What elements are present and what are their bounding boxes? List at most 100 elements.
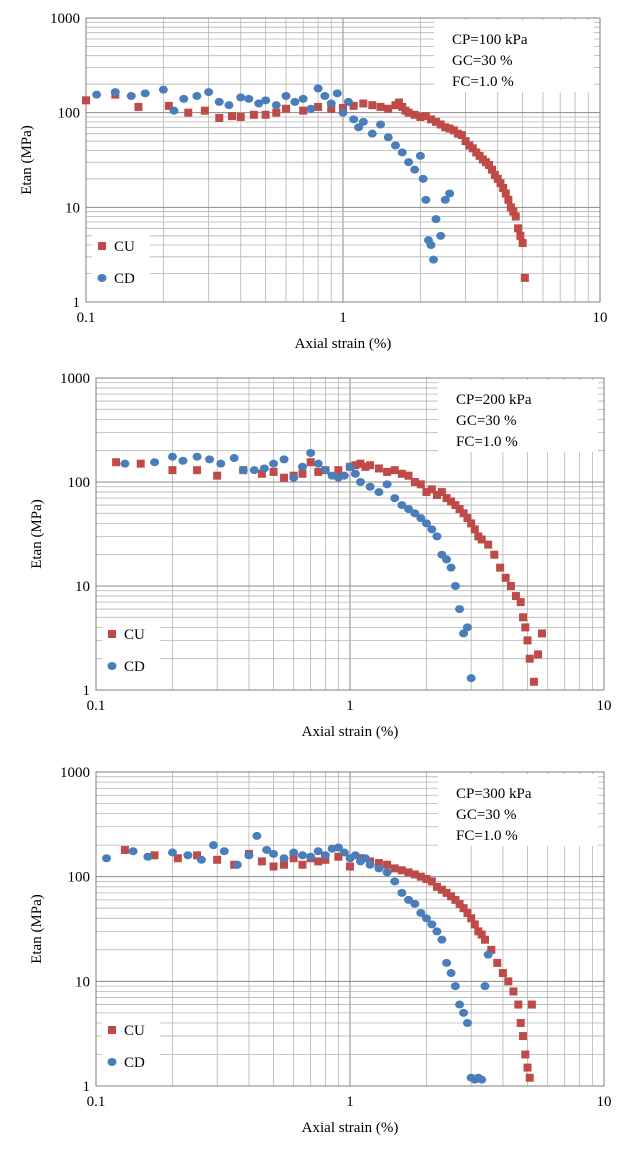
legend-marker-cu [108, 1026, 116, 1034]
y-tick-label: 100 [68, 475, 91, 491]
y-tick-label: 10 [75, 974, 90, 990]
data-point-cu [501, 189, 510, 198]
data-point-cu [374, 464, 383, 473]
data-point-cu [432, 490, 441, 499]
data-point-cd [404, 895, 414, 904]
data-point-cu [193, 851, 202, 860]
data-point-cd [224, 101, 234, 110]
data-point-cu [485, 161, 494, 170]
data-point-cu [496, 179, 505, 188]
data-point-cd [383, 133, 393, 142]
data-point-cu [168, 466, 177, 475]
data-point-cd [236, 93, 246, 102]
data-point-cd [333, 843, 343, 852]
legend-label-cd: CD [124, 1055, 145, 1071]
data-point-cd [477, 1075, 487, 1084]
x-tick-label: 0.1 [87, 1094, 106, 1110]
data-point-cd [320, 91, 330, 100]
data-point-cu [193, 466, 202, 475]
data-point-cu [499, 184, 508, 193]
data-point-cu [493, 958, 502, 967]
annotation-line: CP=200 kPa [456, 392, 532, 408]
data-point-cu [519, 1032, 528, 1041]
legend-marker-cd [97, 274, 107, 282]
data-point-cu [437, 885, 446, 894]
y-tick-label: 1000 [60, 765, 90, 781]
data-point-cd [415, 151, 425, 160]
data-point-cu [463, 514, 472, 523]
legend: CU CD [102, 618, 160, 680]
data-point-cu [173, 854, 182, 863]
data-point-cd [404, 505, 414, 514]
data-point-cd [205, 455, 215, 464]
data-point-cd [431, 215, 441, 224]
data-point-cd [306, 449, 316, 458]
x-tick-label: 10 [597, 698, 612, 714]
data-point-cd [354, 123, 364, 132]
data-point-cd [350, 851, 360, 860]
data-point-cu [484, 540, 493, 549]
data-point-cd [442, 958, 452, 967]
data-point-cd [382, 480, 392, 489]
x-tick-label: 1 [346, 698, 354, 714]
data-point-cd [376, 120, 386, 129]
data-point-cd [480, 982, 490, 991]
data-point-cu [200, 106, 209, 115]
data-point-cd [167, 452, 177, 461]
x-tick-label: 0.1 [87, 698, 106, 714]
data-point-cd [397, 501, 407, 510]
data-point-cu [272, 108, 281, 117]
data-point-cu [459, 904, 468, 913]
y-tick-label: 1000 [60, 371, 90, 387]
data-point-cu [390, 864, 399, 873]
data-point-cu [269, 467, 278, 476]
data-point-cd [450, 582, 460, 590]
data-point-cu [228, 112, 237, 121]
data-point-cd [320, 851, 330, 860]
data-point-cu [289, 854, 298, 863]
data-point-cd [440, 195, 450, 204]
data-point-cd [140, 89, 150, 98]
annotation-box [438, 380, 598, 452]
data-point-cd [421, 195, 431, 204]
data-point-cd [238, 466, 248, 475]
data-point-cu [527, 1000, 536, 1009]
data-point-cu [490, 550, 499, 559]
data-point-cd [349, 115, 359, 124]
data-point-cu [261, 110, 270, 119]
data-point-cd [410, 509, 420, 518]
data-point-cu [394, 98, 403, 107]
data-point-cu [427, 485, 436, 494]
data-point-cd [167, 848, 177, 857]
data-point-cu [257, 469, 266, 478]
data-point-cd [432, 927, 442, 936]
data-point-cu [112, 458, 121, 467]
x-tick-label: 1 [346, 1094, 354, 1110]
data-point-cd [204, 88, 214, 97]
data-point-cu [447, 497, 456, 506]
data-point-cu [356, 459, 365, 468]
annotation-line: FC=1.0 % [456, 434, 518, 450]
x-tick-label: 10 [593, 310, 608, 326]
data-point-cu [327, 104, 336, 113]
annotation-line: FC=1.0 % [456, 828, 518, 844]
data-point-cu [421, 112, 430, 121]
data-point-cu [480, 935, 489, 944]
data-point-cd [313, 847, 323, 856]
legend-label-cu: CU [124, 627, 145, 643]
data-point-cu [477, 930, 486, 939]
data-point-cu [82, 96, 90, 105]
data-point-cu [520, 273, 529, 282]
data-point-cd [192, 452, 202, 461]
condition-annotation: CP=200 kPa GC=30 % FC=1.0 % [438, 380, 598, 452]
data-point-cu [437, 488, 446, 497]
data-point-cd [382, 868, 392, 877]
data-point-cd [262, 845, 272, 854]
data-point-cu [498, 969, 507, 978]
data-point-cd [397, 888, 407, 897]
condition-annotation: CP=300 kPa GC=30 % FC=1.0 % [438, 774, 598, 846]
data-point-cd [339, 848, 349, 857]
y-tick-label: 10 [75, 579, 90, 595]
data-point-cu [416, 872, 425, 881]
data-point-cd [269, 459, 279, 468]
